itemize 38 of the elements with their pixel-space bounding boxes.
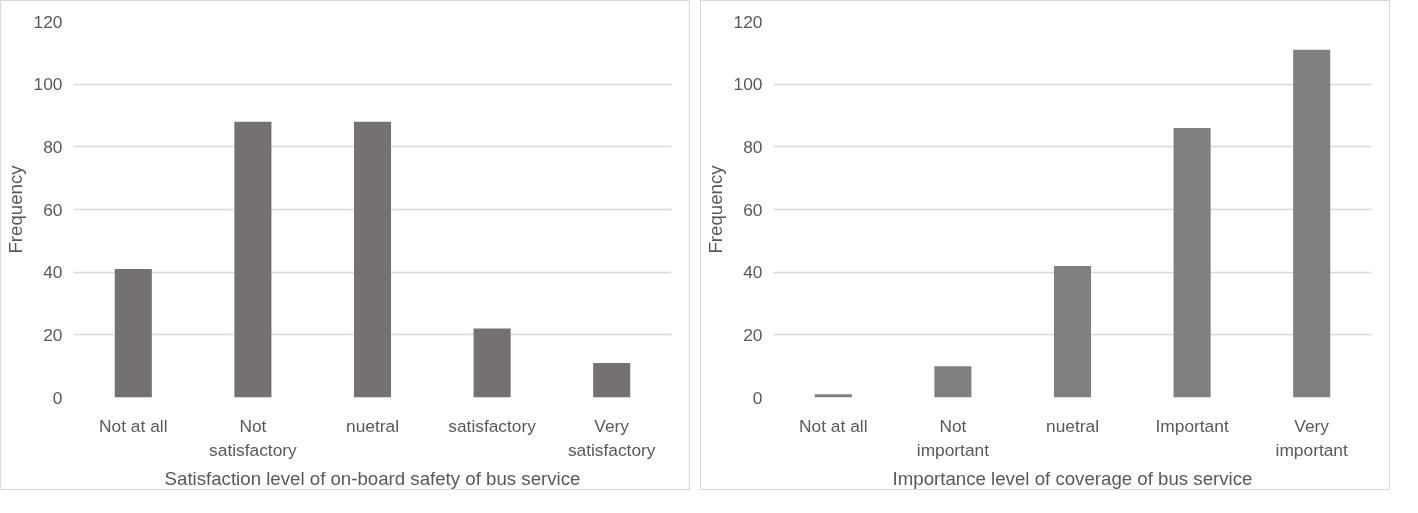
- bar: [814, 394, 852, 398]
- bar: [234, 121, 272, 398]
- x-tick-label: nuetral: [346, 415, 399, 436]
- y-tick-label: 40: [43, 262, 63, 283]
- y-tick-label: 80: [743, 136, 763, 157]
- x-tick-label: nuetral: [1046, 415, 1099, 436]
- bar: [1053, 265, 1092, 398]
- x-tick-label: Not satisfactory: [209, 415, 298, 460]
- y-tick-label: 0: [52, 387, 63, 408]
- x-tick-label: satisfactory: [448, 415, 537, 436]
- y-tick-label: 60: [743, 199, 763, 220]
- y-axis-title: Frequency: [4, 164, 26, 254]
- y-tick-label: 120: [33, 11, 63, 32]
- y-axis-title: Frequency: [704, 164, 726, 254]
- x-axis-title: Satisfaction level of on-board safety of bus service: [164, 467, 581, 489]
- bar: [593, 363, 631, 398]
- y-tick-label: 20: [743, 324, 763, 345]
- y-tick-label: 20: [43, 324, 63, 345]
- y-tick-label: 80: [43, 136, 63, 157]
- x-tick-label: Very satisfactory: [567, 415, 656, 460]
- x-tick-label: Very important: [1275, 415, 1348, 460]
- y-tick-label: 100: [33, 74, 63, 95]
- x-axis-title: Importance level of coverage of bus service: [892, 467, 1253, 489]
- y-tick-label: 60: [43, 199, 63, 220]
- x-tick-label: Not at all: [99, 415, 168, 436]
- x-tick-label: Not important: [916, 415, 990, 460]
- bar: [353, 121, 392, 398]
- bar: [473, 328, 511, 398]
- bar: [1293, 49, 1331, 398]
- y-tick-label: 0: [752, 387, 763, 408]
- bar: [934, 366, 972, 398]
- x-tick-label: Important: [1155, 415, 1229, 436]
- x-tick-label: Not at all: [799, 415, 868, 436]
- y-tick-label: 40: [743, 262, 763, 283]
- y-tick-label: 100: [733, 74, 763, 95]
- bar: [114, 269, 152, 398]
- y-tick-label: 120: [733, 11, 763, 32]
- bar: [1173, 128, 1211, 398]
